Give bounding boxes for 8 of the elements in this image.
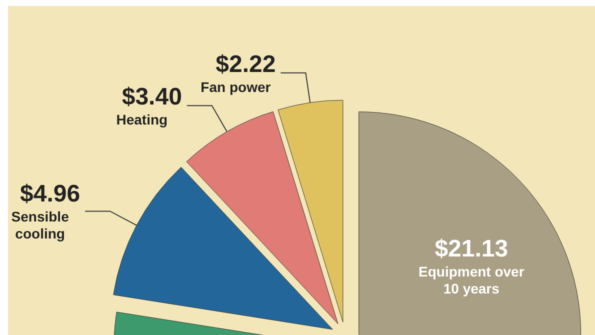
slice-label: Sensible cooling xyxy=(11,208,70,242)
data-label: $3.40 xyxy=(122,84,182,111)
slice-label: Heating xyxy=(116,112,168,128)
slice-label: Equipment over 10 years xyxy=(418,263,525,296)
data-label: $2.22 xyxy=(216,50,276,78)
data-label: $21.13 xyxy=(434,235,508,262)
data-label: $4.96 xyxy=(20,180,80,208)
slice-label: Fan power xyxy=(200,78,272,95)
